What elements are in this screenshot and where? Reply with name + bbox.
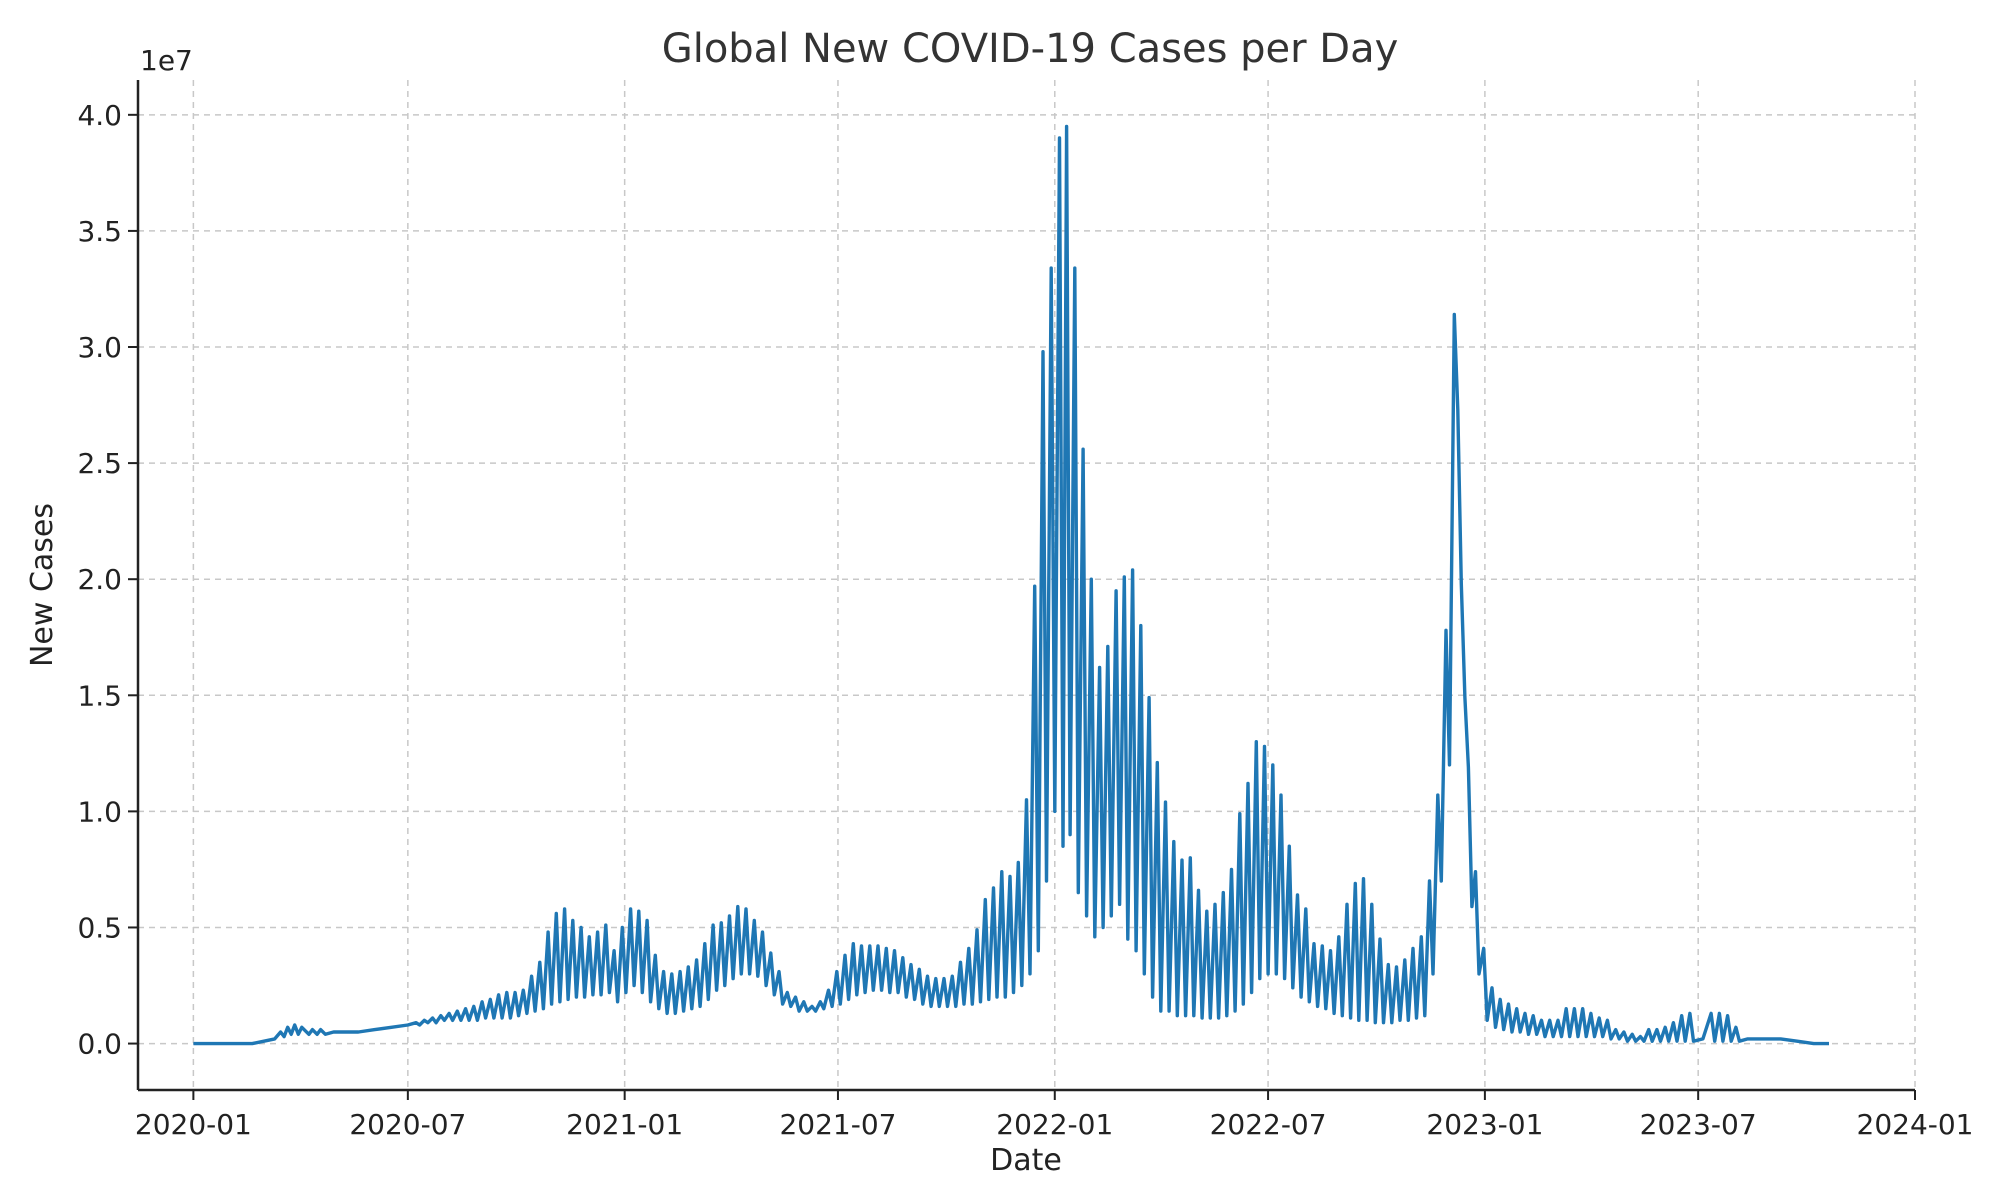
y-tick-label: 2.0 (77, 563, 122, 596)
x-tick-label: 2020-01 (135, 1108, 252, 1141)
y-offset-label: 1e7 (140, 44, 193, 77)
x-ticks: 2020-01 2020-07 2021-01 2021-07 2022-01 2022-… (135, 1090, 1974, 1141)
y-tick-label: 0.5 (77, 911, 122, 944)
axes (136, 80, 1915, 1092)
x-axis-label: Date (990, 1143, 1062, 1178)
y-tick-label: 3.5 (77, 215, 122, 248)
x-tick-label: 2021-07 (779, 1108, 896, 1141)
y-tick-label: 3.0 (77, 331, 122, 364)
grid (138, 80, 1916, 1090)
x-tick-label: 2020-07 (349, 1108, 466, 1141)
y-ticks: 0.0 0.5 1.0 1.5 2.0 2.5 3.0 3.5 4.0 (77, 99, 138, 1061)
y-tick-label: 2.5 (77, 447, 122, 480)
x-tick-label: 2023-07 (1640, 1108, 1757, 1141)
x-tick-label: 2022-07 (1210, 1108, 1327, 1141)
y-tick-label: 1.0 (77, 795, 122, 828)
y-tick-label: 4.0 (77, 99, 122, 132)
x-tick-label: 2023-01 (1426, 1108, 1543, 1141)
y-tick-label: 0.0 (77, 1028, 122, 1061)
series-line (193, 124, 1829, 1046)
y-tick-label: 1.5 (77, 679, 122, 712)
x-tick-label: 2022-01 (996, 1108, 1113, 1141)
chart-title: Global New COVID-19 Cases per Day (662, 26, 1399, 72)
x-tick-label: 2024-01 (1857, 1108, 1974, 1141)
x-tick-label: 2021-01 (566, 1108, 683, 1141)
y-axis-label: New Cases (25, 503, 60, 667)
